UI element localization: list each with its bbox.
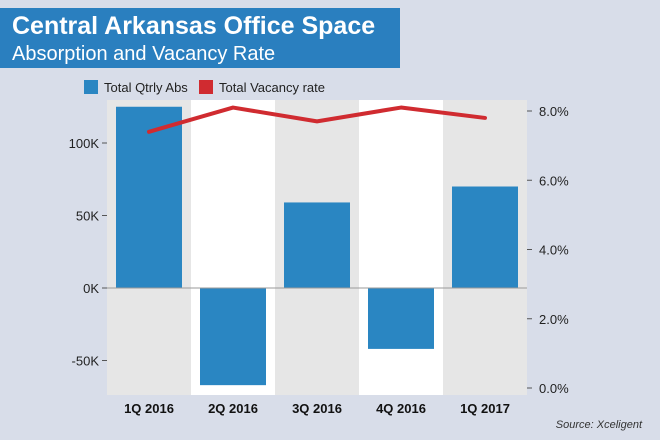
category-band	[359, 100, 443, 395]
legend-item-vacancy: Total Vacancy rate	[199, 78, 325, 96]
bar	[284, 202, 350, 288]
chart-title: Central Arkansas Office Space	[12, 12, 376, 40]
legend-swatch-vacancy	[199, 80, 213, 94]
chart-subtitle: Absorption and Vacancy Rate	[12, 43, 276, 65]
category-label: 1Q 2017	[460, 401, 510, 416]
legend-label-vacancy: Total Vacancy rate	[219, 79, 325, 95]
right-tick-label: 0.0%	[539, 381, 569, 396]
bar	[116, 106, 182, 288]
legend-swatch-abs	[84, 80, 98, 94]
legend-label-abs: Total Qtrly Abs	[104, 79, 188, 95]
left-tick-label: 50K	[76, 209, 99, 224]
left-tick-label: -50K	[72, 354, 100, 369]
legend-item-abs: Total Qtrly Abs	[84, 78, 188, 96]
right-tick-label: 4.0%	[539, 243, 569, 258]
left-tick-label: 0K	[83, 281, 99, 296]
category-label: 4Q 2016	[376, 401, 426, 416]
category-label: 3Q 2016	[292, 401, 342, 416]
title-banner: Central Arkansas Office Space Absorption…	[0, 8, 400, 68]
bar	[200, 288, 266, 386]
category-label: 2Q 2016	[208, 401, 258, 416]
bar	[452, 186, 518, 288]
bar	[368, 288, 434, 349]
category-label: 1Q 2016	[124, 401, 174, 416]
left-tick-label: 100K	[69, 136, 100, 151]
right-tick-label: 8.0%	[539, 104, 569, 119]
right-tick-label: 6.0%	[539, 173, 569, 188]
right-tick-label: 2.0%	[539, 312, 569, 327]
source-note: Source: Xceligent	[555, 419, 642, 431]
